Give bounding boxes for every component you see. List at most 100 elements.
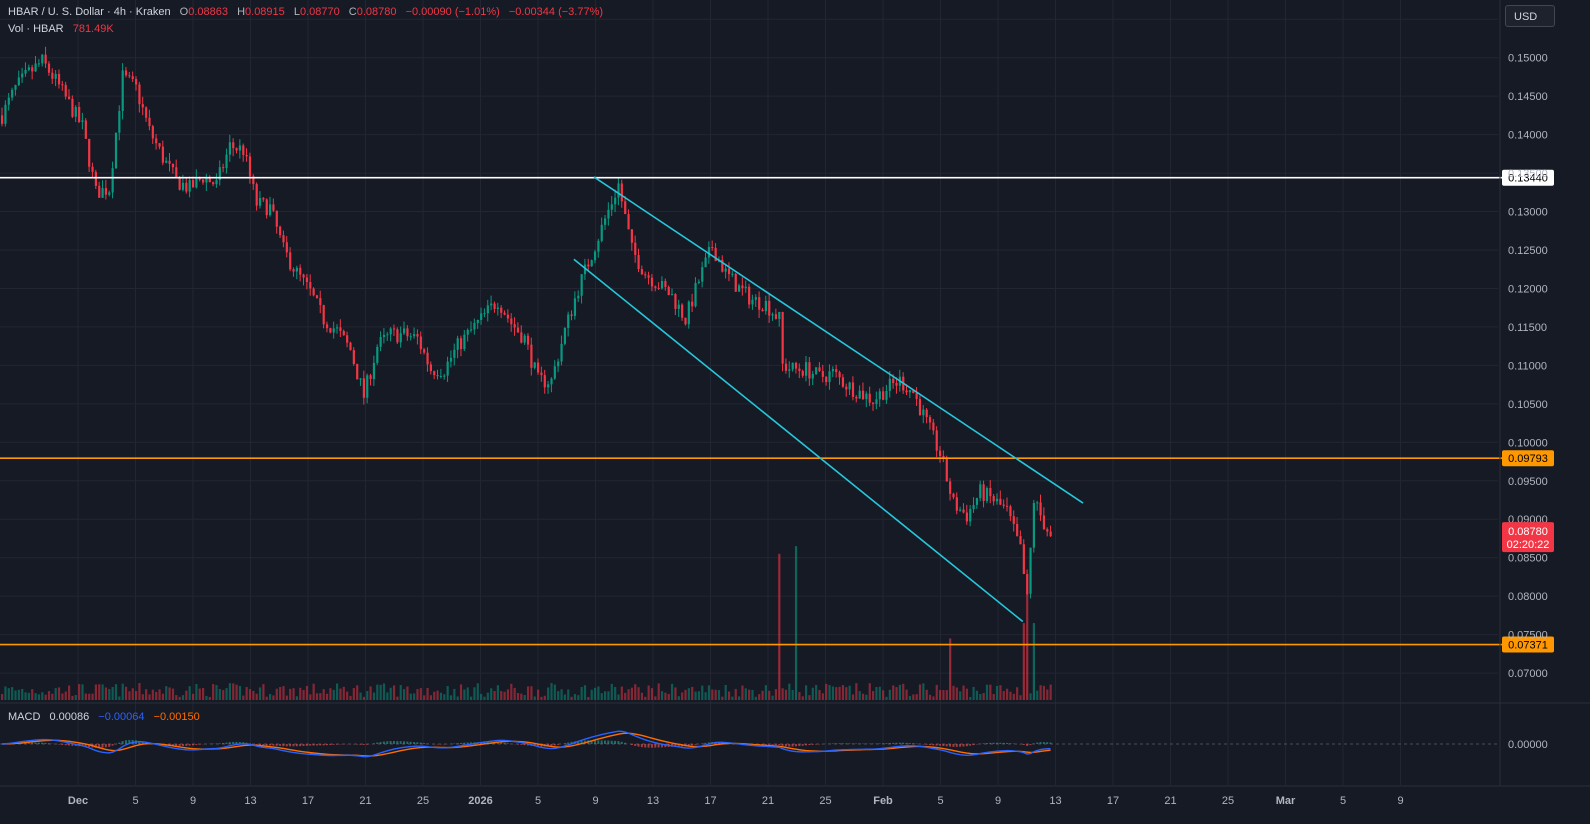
- currency-button[interactable]: USD: [1505, 5, 1555, 27]
- candle-body: [654, 286, 657, 288]
- volume-label: Vol · HBAR: [8, 23, 64, 35]
- volume-bar: [624, 692, 627, 700]
- candle-body: [436, 375, 439, 377]
- candle-body: [1029, 547, 1032, 594]
- volume-bar: [31, 689, 34, 700]
- volume-bar: [560, 689, 563, 700]
- candle-body: [399, 333, 402, 343]
- volume-bar: [41, 692, 44, 700]
- y-tick-label: 0.15000: [1508, 53, 1548, 65]
- candle-body: [205, 177, 208, 183]
- candle-body: [1036, 502, 1039, 504]
- volume-bar: [530, 686, 533, 700]
- candle-body: [222, 167, 225, 169]
- candle-body: [1026, 574, 1029, 594]
- candle-body: [892, 378, 895, 384]
- ohlc-low: L0.08770: [293, 6, 340, 18]
- macd-histogram-bar: [47, 743, 50, 744]
- macd-histogram-bar: [945, 744, 948, 747]
- candle-body: [905, 390, 908, 393]
- macd-histogram-bar: [885, 743, 888, 744]
- candle-body: [774, 314, 778, 319]
- candle-body: [352, 350, 355, 365]
- macd-histogram-bar: [285, 744, 288, 747]
- candle-body: [610, 204, 613, 210]
- x-tick-label: 5: [535, 795, 541, 807]
- macd-histogram-bar: [372, 743, 375, 744]
- candle-body: [212, 182, 215, 185]
- volume-bar: [292, 688, 295, 700]
- volume-bar: [888, 689, 891, 700]
- macd-histogram-bar: [567, 742, 570, 744]
- candle-body: [667, 286, 670, 296]
- macd-histogram-bar: [315, 744, 318, 746]
- candle-body: [781, 312, 784, 364]
- candle-body: [657, 287, 660, 289]
- macd-histogram-bar: [37, 742, 40, 744]
- candle-body: [744, 286, 747, 289]
- candle-body: [681, 304, 684, 318]
- x-tick-label: 9: [592, 795, 598, 807]
- candle-body: [339, 327, 342, 331]
- candle-body: [168, 160, 171, 164]
- candle-body: [738, 285, 741, 292]
- volume-bar: [396, 696, 399, 700]
- volume-bar: [506, 689, 510, 700]
- candle-body: [406, 328, 409, 337]
- candle-body: [563, 328, 566, 344]
- candle-body: [1039, 502, 1042, 516]
- symbol-title[interactable]: HBAR / U. S. Dollar · 4h · Kraken: [8, 6, 171, 18]
- volume-bar: [985, 684, 989, 700]
- volume-bar: [17, 689, 20, 700]
- last-price-bg: [1502, 522, 1554, 553]
- candle-body: [17, 77, 20, 86]
- candle-body: [34, 63, 37, 72]
- volume-bar: [982, 693, 985, 700]
- volume-bar: [918, 684, 922, 700]
- candle-body: [185, 182, 188, 192]
- volume-bar: [587, 696, 590, 700]
- macd-value-3: −0.00150: [153, 711, 200, 723]
- volume-bar: [155, 691, 158, 700]
- candle-body: [188, 180, 191, 192]
- volume-bar: [573, 694, 577, 700]
- macd-histogram-bar: [932, 744, 935, 746]
- candle-body: [459, 338, 463, 350]
- candle-body: [208, 177, 211, 183]
- x-tick-label: 9: [995, 795, 1001, 807]
- volume-bar: [406, 686, 409, 700]
- volume-bar: [1022, 623, 1025, 700]
- volume-bar: [486, 692, 489, 700]
- macd-histogram-bar: [463, 742, 466, 744]
- candle-body: [71, 98, 74, 117]
- macd-histogram-bar: [764, 744, 767, 745]
- volume-bar: [597, 686, 600, 700]
- volume-bar: [801, 696, 804, 700]
- volume-bar: [563, 694, 566, 700]
- volume-bar: [312, 683, 315, 700]
- volume-bar: [664, 692, 667, 700]
- candle-body: [691, 301, 694, 307]
- volume-bar: [523, 695, 526, 700]
- candle-body: [158, 143, 161, 147]
- volume-bar: [34, 693, 37, 700]
- volume-bar: [794, 546, 798, 700]
- candle-body: [272, 204, 275, 211]
- macd-histogram-bar: [657, 744, 660, 748]
- candle-body: [295, 267, 298, 272]
- macd-histogram-bar: [835, 743, 838, 744]
- candle-body: [51, 72, 54, 79]
- macd-histogram-bar: [362, 744, 365, 745]
- volume-bar: [774, 689, 778, 700]
- macd-histogram-bar: [788, 744, 791, 747]
- candle-body: [47, 63, 51, 73]
- macd-legend: MACD 0.00086 −0.00064 −0.00150: [8, 711, 206, 723]
- macd-histogram-bar: [295, 744, 298, 747]
- candle-body: [872, 402, 875, 404]
- macd-histogram-bar: [466, 742, 469, 744]
- macd-histogram-bar: [1002, 742, 1005, 744]
- volume-bar: [942, 690, 945, 700]
- volume-bar: [882, 690, 885, 700]
- volume-bar: [78, 684, 81, 700]
